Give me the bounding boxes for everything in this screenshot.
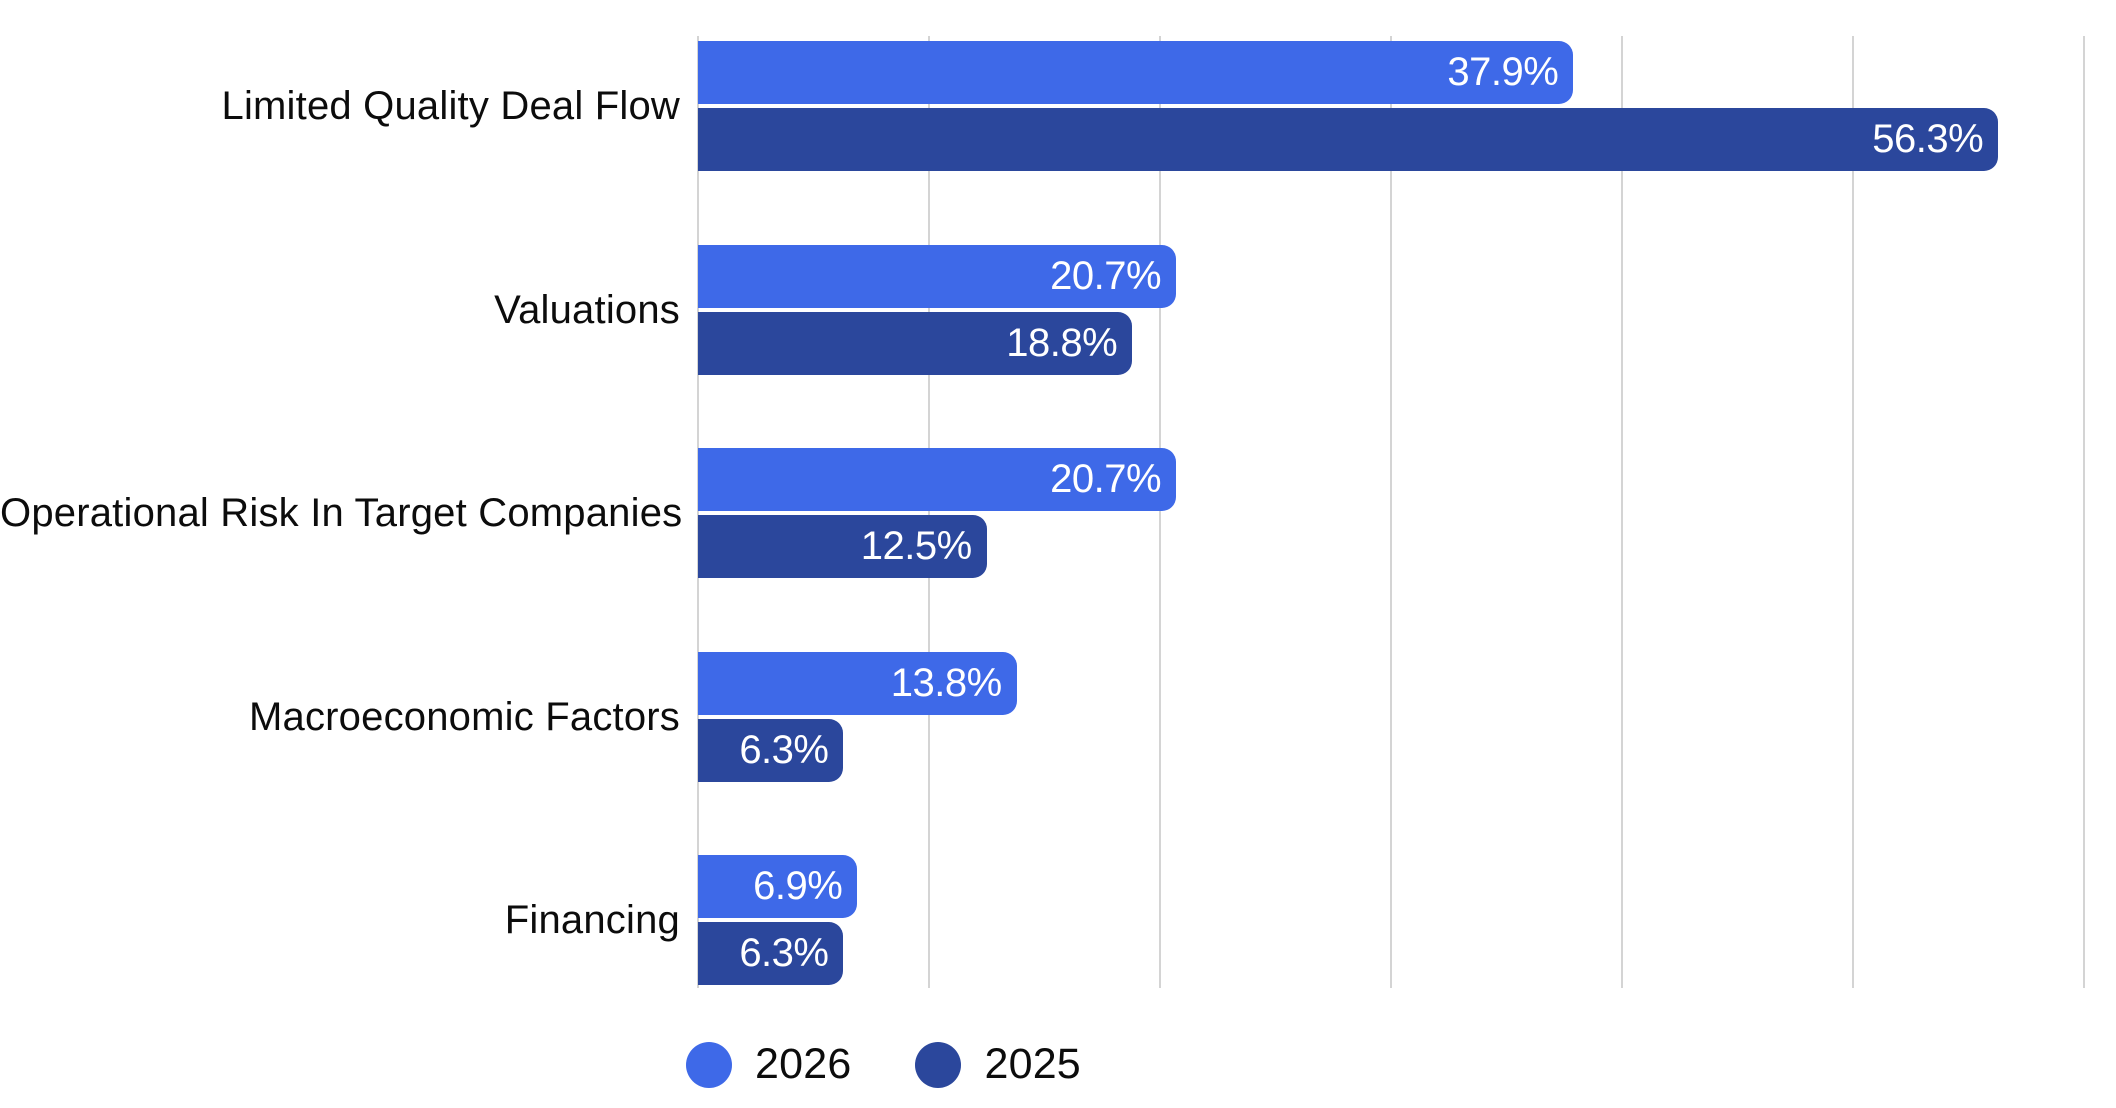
category-label: Financing bbox=[504, 898, 680, 942]
value-label: 20.7% bbox=[1050, 253, 1162, 298]
gridline-0pct bbox=[697, 36, 699, 988]
2026-bar: 13.8% bbox=[698, 651, 1017, 715]
value-label: 12.5% bbox=[860, 524, 972, 568]
legend-dot-icon bbox=[915, 1041, 962, 1088]
2025-bar: 18.8% bbox=[698, 311, 1133, 375]
value-label: 18.8% bbox=[1006, 320, 1118, 365]
2025-bar: 56.3% bbox=[698, 108, 1999, 171]
2025-bar: 12.5% bbox=[698, 515, 987, 578]
2026-bar: 37.9% bbox=[698, 41, 1574, 104]
value-label: 56.3% bbox=[1872, 117, 1984, 161]
category-label: Valuations bbox=[494, 287, 680, 332]
2026-bar: 20.7% bbox=[698, 244, 1177, 308]
2025-bar: 6.3% bbox=[698, 922, 844, 985]
category-label: Operational Risk In Target Companies bbox=[0, 491, 683, 535]
legend-label: 2026 bbox=[755, 1040, 852, 1088]
gridline-10pct bbox=[927, 36, 930, 988]
category-label: Limited Quality Deal Flow bbox=[221, 84, 680, 128]
category-label: Macroeconomic Factors bbox=[249, 694, 680, 739]
2026-bar: 6.9% bbox=[698, 855, 858, 918]
2026-bar: 20.7% bbox=[698, 448, 1177, 511]
value-label: 6.3% bbox=[739, 727, 829, 772]
gridline-30pct bbox=[1389, 36, 1392, 988]
value-label: 6.3% bbox=[739, 931, 829, 975]
value-label: 6.9% bbox=[753, 864, 843, 908]
legend-item-2026: 2026 bbox=[686, 1040, 851, 1089]
gridline-50pct bbox=[1851, 36, 1854, 988]
legend-label: 2025 bbox=[984, 1040, 1081, 1088]
legend-dot-icon bbox=[686, 1041, 732, 1088]
2025-bar: 6.3% bbox=[698, 718, 844, 782]
value-label: 13.8% bbox=[890, 660, 1002, 705]
value-label: 37.9% bbox=[1447, 50, 1559, 94]
gridline-60pct bbox=[2082, 36, 2085, 988]
legend-item-2025: 2025 bbox=[915, 1040, 1081, 1089]
gridline-20pct bbox=[1158, 36, 1161, 988]
legend: 2026 2025 bbox=[686, 1040, 1081, 1089]
value-label: 20.7% bbox=[1050, 457, 1162, 501]
gridline-40pct bbox=[1620, 36, 1623, 988]
